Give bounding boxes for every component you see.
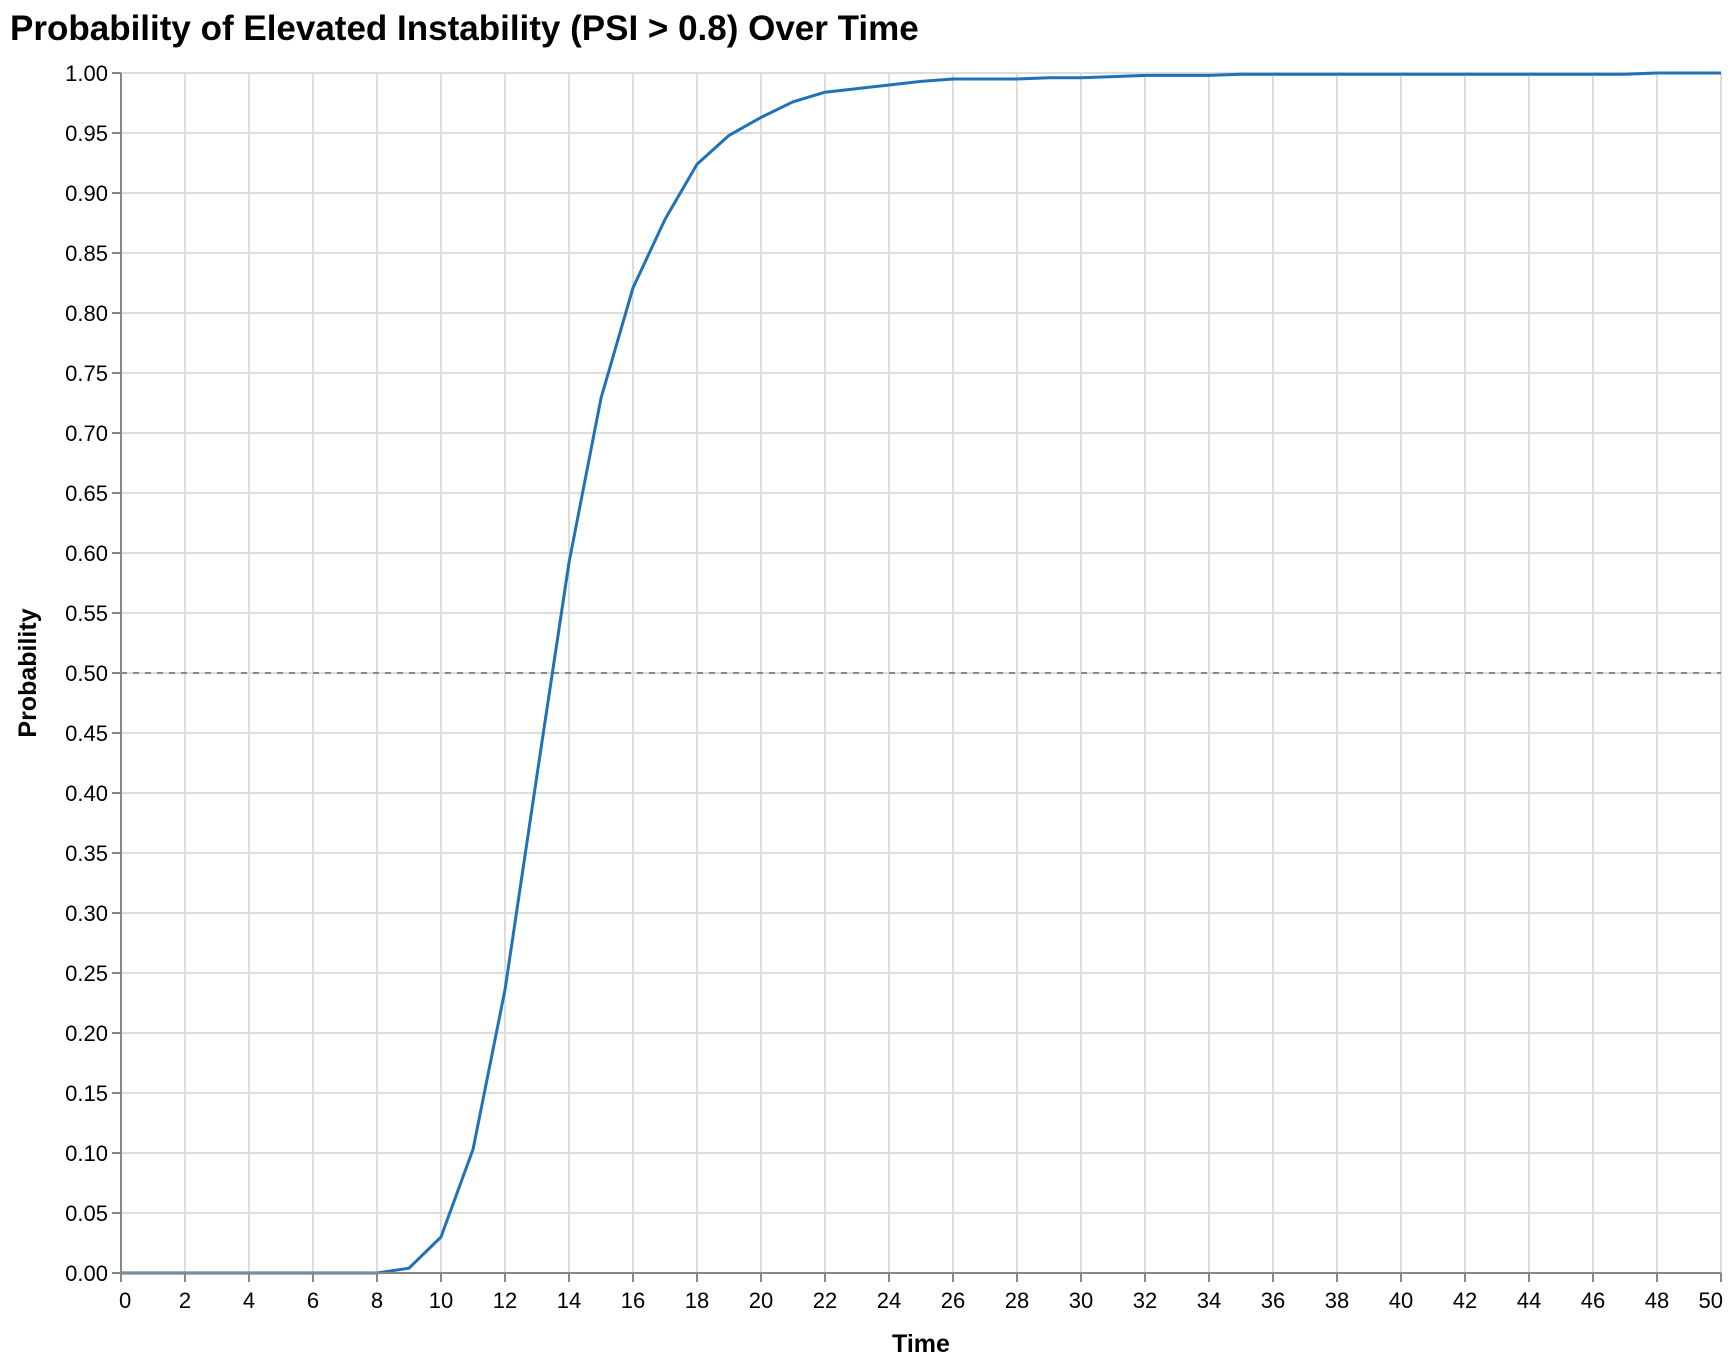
y-axis-title: Probability	[14, 608, 42, 737]
chart-title: Probability of Elevated Instability (PSI…	[10, 9, 919, 48]
x-tick-label: 10	[429, 1288, 453, 1313]
x-tick-label: 26	[941, 1288, 965, 1313]
y-tick-label: 0.95	[65, 121, 108, 146]
x-tick-label: 32	[1133, 1288, 1157, 1313]
x-tick-label: 4	[243, 1288, 255, 1313]
x-tick-label: 20	[749, 1288, 773, 1313]
y-tick-label: 0.50	[65, 661, 108, 686]
x-tick-label: 22	[813, 1288, 837, 1313]
x-tick-label: 2	[179, 1288, 191, 1313]
x-tick-label: 14	[557, 1288, 581, 1313]
y-tick-label: 0.30	[65, 901, 108, 926]
y-tick-label: 0.15	[65, 1081, 108, 1106]
x-tick-label: 18	[685, 1288, 709, 1313]
probability-series-line	[121, 71, 1721, 1275]
y-tick-label: 0.60	[65, 541, 108, 566]
x-tick-label: 40	[1389, 1288, 1413, 1313]
x-tick-label: 24	[877, 1288, 901, 1313]
x-tick-label: 6	[307, 1288, 319, 1313]
y-tick-label: 0.80	[65, 301, 108, 326]
y-tick-label: 0.45	[65, 721, 108, 746]
x-tick-label: 48	[1645, 1288, 1669, 1313]
y-tick-label: 1.00	[65, 61, 108, 86]
y-tick-label: 0.25	[65, 961, 108, 986]
y-tick-label: 0.85	[65, 241, 108, 266]
y-tick-label: 0.20	[65, 1021, 108, 1046]
x-tick-label: 30	[1069, 1288, 1093, 1313]
x-tick-label: 16	[621, 1288, 645, 1313]
x-tick-label: 12	[493, 1288, 517, 1313]
x-tick-label: 42	[1453, 1288, 1477, 1313]
x-tick-label: 38	[1325, 1288, 1349, 1313]
x-tick-label: 36	[1261, 1288, 1285, 1313]
y-axis: 0.00 0.05 0.10 0.15 0.20 0.25 0.30 0.35 0.40 0.45…	[65, 61, 122, 1286]
x-tick-label: 8	[371, 1288, 383, 1313]
x-tick-label: 44	[1517, 1288, 1541, 1313]
y-tick-label: 0.90	[65, 181, 108, 206]
y-tick-label: 0.00	[65, 1261, 108, 1286]
y-tick-label: 0.35	[65, 841, 108, 866]
y-tick-label: 0.05	[65, 1201, 108, 1226]
y-tick-label: 0.10	[65, 1141, 108, 1166]
x-tick-label: 34	[1197, 1288, 1221, 1313]
x-axis: 0 2 4 6 8 10 12 14 16 18 20 22 24 26 28 30 32 34 36 38 40 42 4…	[119, 1272, 1723, 1313]
y-tick-label: 0.40	[65, 781, 108, 806]
x-tick-label: 50	[1699, 1288, 1723, 1313]
y-tick-label: 0.65	[65, 481, 108, 506]
x-tick-label: 0	[119, 1288, 131, 1313]
x-axis-title: Time	[892, 1330, 950, 1358]
y-tick-label: 0.75	[65, 361, 108, 386]
y-tick-label: 0.70	[65, 421, 108, 446]
y-tick-label: 0.55	[65, 601, 108, 626]
x-tick-label: 46	[1581, 1288, 1605, 1313]
x-tick-label: 28	[1005, 1288, 1029, 1313]
